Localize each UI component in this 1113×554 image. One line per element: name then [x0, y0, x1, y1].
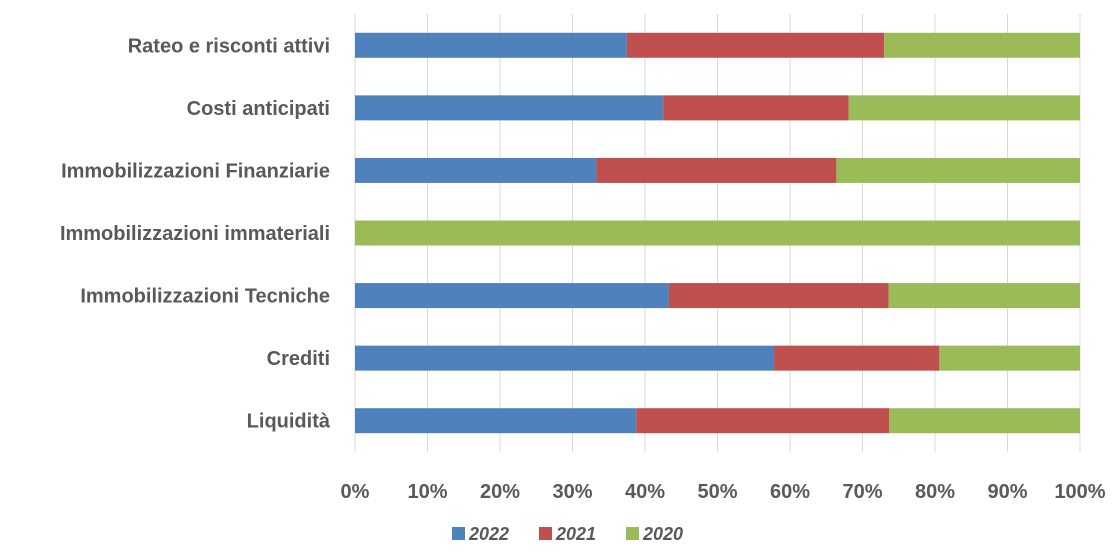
category-label: Immobilizzazioni immateriali	[60, 223, 330, 245]
bar-segment-2021	[668, 283, 889, 309]
bar-segment-2021	[774, 345, 940, 371]
legend: 2022 2021 2020	[452, 524, 683, 544]
bar-segment-2021	[663, 95, 849, 121]
bar-segment-2020	[939, 345, 1080, 371]
category-label: Rateo e risconti attivi	[128, 35, 330, 57]
legend-swatch-2021	[539, 527, 552, 540]
x-tick-label: 20%	[480, 481, 520, 503]
bar-segment-2022	[355, 345, 775, 371]
x-tick-label: 90%	[987, 481, 1027, 503]
x-tick-label: 10%	[407, 481, 447, 503]
bar-segment-2020	[888, 283, 1080, 309]
x-tick-label: 100%	[1054, 481, 1105, 503]
bar-segment-2022	[355, 95, 664, 121]
x-tick-label: 80%	[915, 481, 955, 503]
bar-segment-2021	[626, 32, 885, 58]
bar-segment-2021	[596, 157, 837, 183]
category-label: Liquidità	[247, 411, 331, 433]
bar-segment-2020	[836, 157, 1080, 183]
bar-segment-2020	[884, 32, 1080, 58]
bar-segment-2022	[355, 283, 669, 309]
legend-label: 2020	[642, 524, 683, 544]
category-label: Crediti	[267, 348, 330, 370]
x-tick-label: 70%	[842, 481, 882, 503]
legend-label: 2021	[555, 524, 596, 544]
legend-label: 2022	[468, 524, 509, 544]
bar-segment-2022	[355, 157, 597, 183]
category-label: Immobilizzazioni Finanziarie	[61, 160, 330, 182]
bar-segment-2020	[848, 95, 1080, 121]
bar-segment-2022	[355, 408, 637, 434]
x-tick-label: 40%	[625, 481, 665, 503]
x-axis-tick-labels: 0% 10% 20% 30% 40% 50% 60% 70% 80% 90% 100%	[341, 481, 1106, 503]
x-tick-label: 0%	[341, 481, 370, 503]
category-label: Costi anticipati	[187, 98, 330, 120]
bar-segment-2020	[355, 220, 1080, 246]
category-labels: Rateo e risconti attivi Costi anticipati I…	[60, 35, 331, 432]
x-tick-label: 30%	[552, 481, 592, 503]
category-label: Immobilizzazioni Tecniche	[80, 286, 330, 308]
legend-swatch-2022	[452, 527, 465, 540]
bar-segment-2020	[889, 408, 1080, 434]
bars	[355, 32, 1080, 434]
legend-swatch-2020	[626, 527, 639, 540]
bar-segment-2022	[355, 32, 627, 58]
bar-segment-2021	[636, 408, 890, 434]
x-tick-label: 60%	[770, 481, 810, 503]
x-tick-label: 50%	[697, 481, 737, 503]
